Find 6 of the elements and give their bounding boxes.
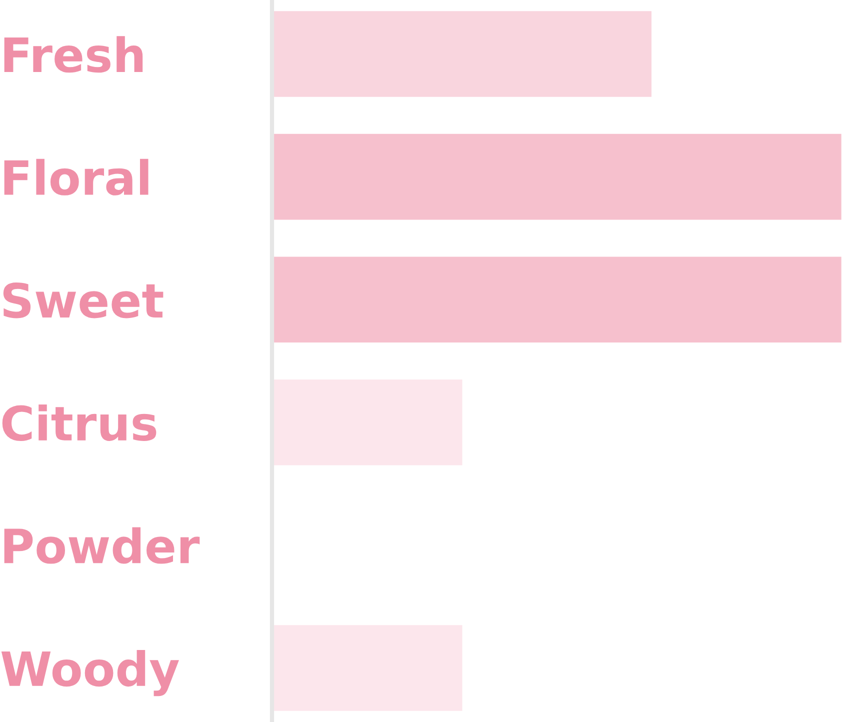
y-tick-label: Sweet bbox=[3, 282, 164, 318]
y-tick-label: Fresh bbox=[4, 36, 143, 73]
y-tick-label: Citrus bbox=[2, 404, 156, 442]
y-tick-label: Woody bbox=[1, 650, 179, 696]
y-tick-label: Floral bbox=[4, 158, 148, 196]
y-tick-label: Powder bbox=[4, 527, 200, 564]
